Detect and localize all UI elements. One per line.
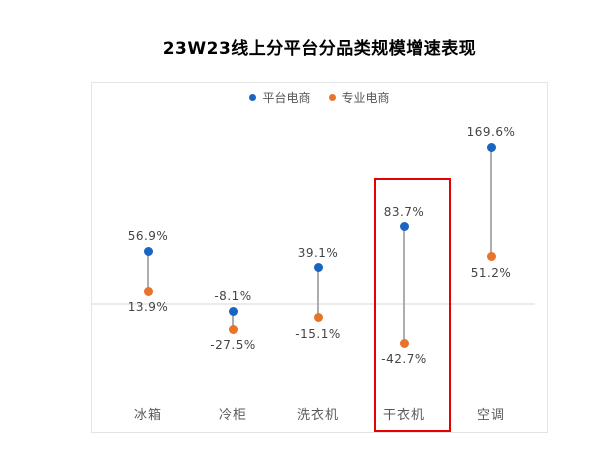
category-label-洗衣机: 洗衣机	[296, 408, 340, 423]
chart-title: 23W23线上分平台分品类规模增速表现	[162, 39, 477, 59]
data-label-平台电商-冷柜: -8.1%	[214, 289, 252, 304]
data-label-专业电商-干衣机: -42.7%	[381, 352, 427, 367]
data-point-平台电商-干衣机	[399, 222, 409, 232]
data-label-专业电商-冰箱: 13.9%	[127, 300, 169, 315]
legend-label: 平台电商	[262, 91, 311, 105]
data-label-专业电商-洗衣机: -15.1%	[295, 326, 341, 341]
category-label-干衣机: 干衣机	[382, 408, 426, 423]
legend: 平台电商 专业电商	[91, 89, 548, 106]
legend-label: 专业电商	[341, 91, 390, 105]
legend-item-专业电商: 专业电商	[328, 89, 390, 106]
legend-dot-icon	[249, 94, 257, 101]
legend-dot-icon	[328, 94, 336, 101]
connector-干衣机	[403, 226, 405, 344]
data-point-专业电商-空调	[486, 252, 496, 262]
data-label-平台电商-空调: 169.6%	[466, 125, 516, 140]
connector-洗衣机	[317, 267, 319, 318]
data-label-平台电商-洗衣机: 39.1%	[297, 245, 339, 260]
connector-冰箱	[147, 251, 149, 292]
connector-冷柜	[232, 311, 234, 330]
data-point-专业电商-干衣机	[399, 338, 409, 348]
data-label-专业电商-空调: 51.2%	[470, 265, 512, 280]
category-label-空调: 空调	[476, 408, 506, 423]
data-point-平台电商-冷柜	[228, 306, 238, 316]
zero-baseline	[92, 303, 535, 305]
connector-空调	[490, 147, 492, 257]
data-point-平台电商-冰箱	[143, 246, 153, 256]
category-label-冰箱: 冰箱	[133, 408, 163, 423]
data-label-专业电商-冷柜: -27.5%	[210, 338, 256, 353]
data-label-平台电商-干衣机: 83.7%	[383, 204, 425, 219]
plot-area	[91, 82, 548, 433]
data-label-平台电商-冰箱: 56.9%	[127, 229, 169, 244]
data-point-专业电商-洗衣机	[313, 313, 323, 323]
data-point-平台电商-空调	[486, 142, 496, 152]
category-label-冷柜: 冷柜	[218, 408, 248, 423]
data-point-专业电商-冷柜	[228, 324, 238, 334]
data-point-专业电商-冰箱	[143, 286, 153, 296]
highlight-box-干衣机	[374, 178, 451, 432]
data-point-平台电商-洗衣机	[313, 263, 323, 273]
legend-item-平台电商: 平台电商	[249, 89, 311, 106]
